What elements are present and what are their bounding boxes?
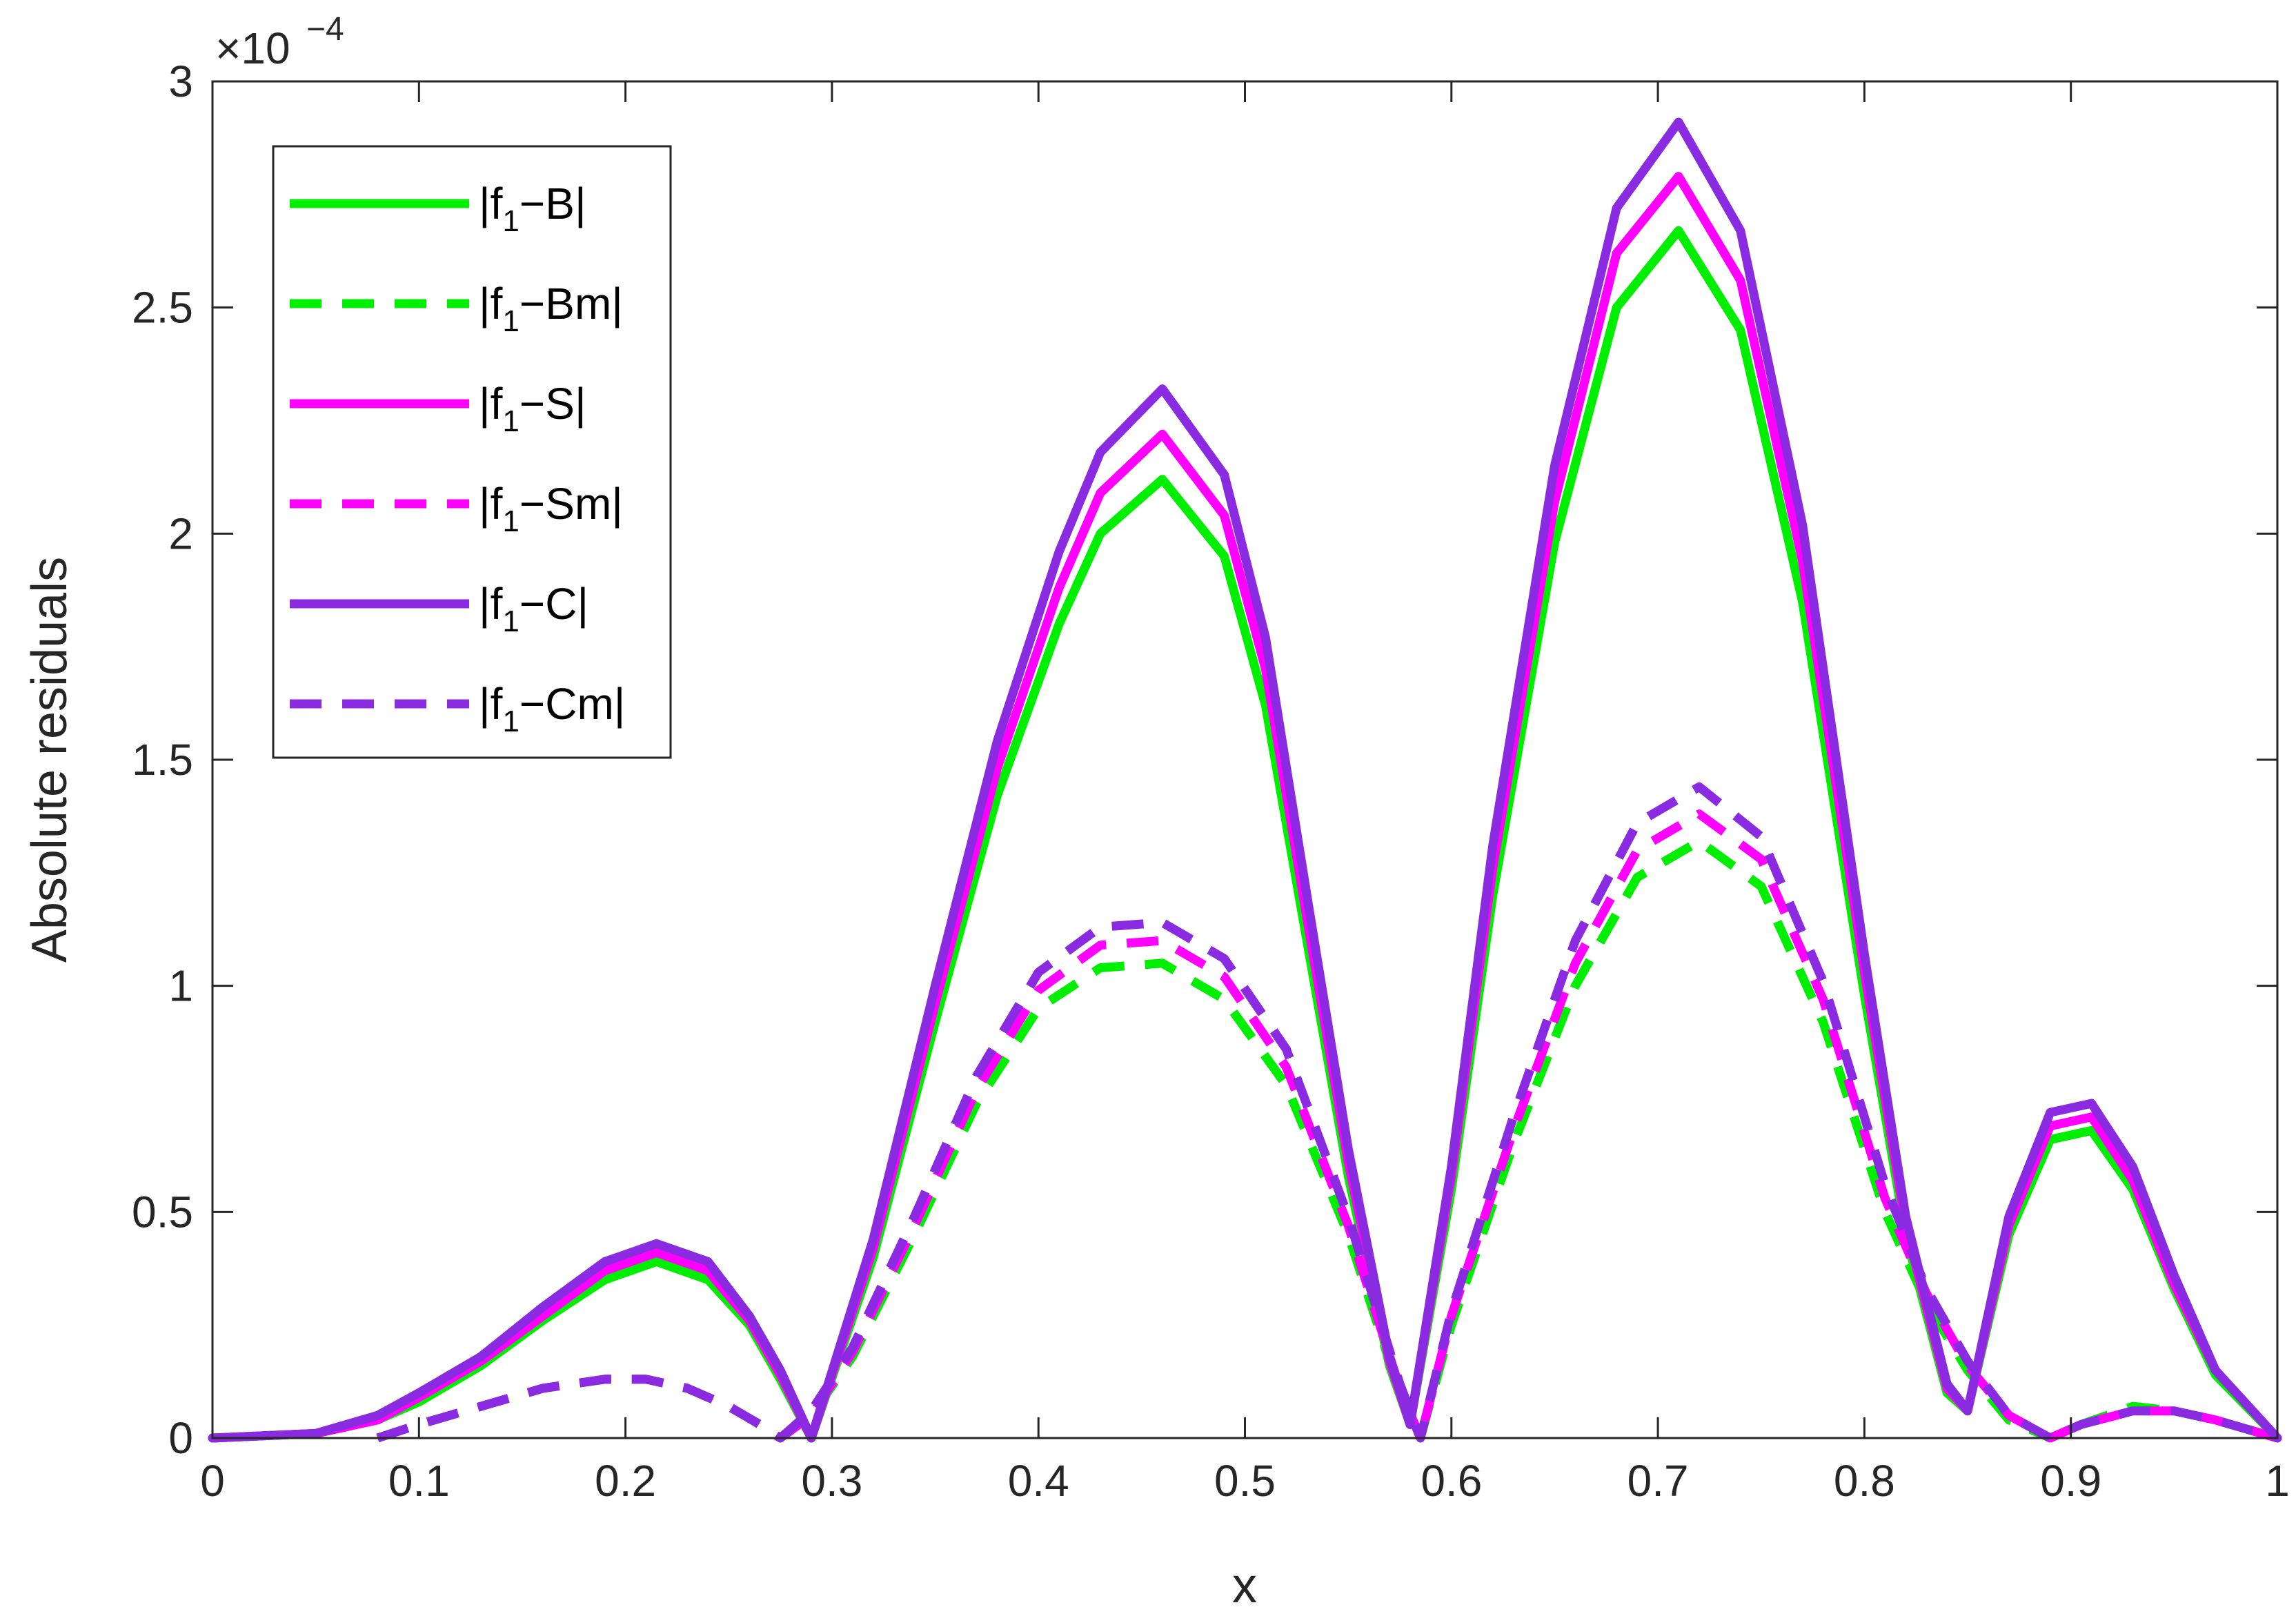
legend: |f1−B| |f1−Bm| |f1−S| |f1−Sm| |f1−C| |f1−Cm| [272,145,672,759]
x-tick-label: 0.3 [801,1456,862,1506]
x-tick-label: 0.1 [388,1456,450,1506]
legend-label: |f1−S| [479,379,586,438]
y-tick-label: 2 [168,509,193,558]
legend-entries: |f1−B| |f1−Bm| |f1−S| |f1−Sm| |f1−C| |f1−Cm| [290,179,625,738]
legend-label: |f1−B| [479,179,586,238]
legend-entry-bm: |f1−Bm| [290,279,623,338]
legend-entry-cm: |f1−Cm| [290,679,625,738]
legend-entry-s: |f1−S| [290,379,586,438]
y-tick-label: 0.5 [132,1187,193,1237]
legend-entry-b: |f1−B| [290,179,586,238]
y-tick-label: 1.5 [132,735,193,785]
legend-entry-c: |f1−C| [290,579,588,638]
exponent-base: ×10 [215,23,290,73]
legend-label: |f1−Sm| [479,479,623,538]
y-tick-label: 1 [168,961,193,1011]
y-tick-label: 0 [168,1413,193,1463]
x-tick-label: 1 [2265,1456,2290,1506]
series-layer [208,117,2282,1443]
legend-label: |f1−Cm| [479,679,625,738]
exponent-power: −4 [306,11,344,48]
x-tick-label: 0 [200,1456,225,1506]
series-line-cm-dashed [376,782,2279,1443]
x-tick-label: 0.6 [1421,1456,1482,1506]
x-tick-label: 0.5 [1214,1456,1276,1506]
series-line-c [208,117,2282,1443]
x-tick-label: 0.8 [1834,1456,1895,1506]
legend-label: |f1−Bm| [479,279,623,338]
ticks-layer: 0 0.1 0.2 0.3 0.4 0.5 0.6 0.7 0.8 0.9 1 0 0.5 1 1.5 2 2.… [132,57,2290,1506]
x-tick-label: 0.4 [1008,1456,1069,1506]
x-tick-label: 0.7 [1627,1456,1689,1506]
x-tick-label: 0.9 [2040,1456,2101,1506]
y-tick-label: 3 [168,57,193,106]
y-axis-label: Absolute residuals [22,557,77,963]
y-axis-exponent-label: ×10 −4 [215,11,344,73]
legend-label: |f1−C| [479,579,588,638]
y-tick-label: 2.5 [132,283,193,333]
x-axis-label: x [1232,1558,1257,1613]
legend-entry-sm: |f1−Sm| [290,479,623,538]
x-tick-label: 0.2 [595,1456,656,1506]
legend-box [272,145,672,759]
